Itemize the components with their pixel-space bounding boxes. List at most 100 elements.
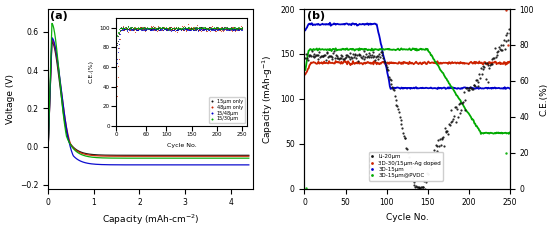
Point xyxy=(374,54,383,58)
Point xyxy=(430,148,439,152)
X-axis label: Cycle No.: Cycle No. xyxy=(386,213,428,222)
Point xyxy=(432,144,441,147)
Point xyxy=(302,56,311,59)
Point xyxy=(347,55,356,59)
Point xyxy=(497,43,506,47)
Point xyxy=(468,88,477,91)
Point xyxy=(489,56,497,60)
Point xyxy=(503,31,512,35)
Point xyxy=(484,80,493,84)
Point xyxy=(403,151,412,155)
Point xyxy=(358,55,367,58)
Point xyxy=(435,144,444,147)
Point xyxy=(346,51,355,55)
Point xyxy=(458,101,466,105)
Point xyxy=(343,53,352,57)
Point xyxy=(372,54,381,58)
Point xyxy=(398,131,407,134)
Point xyxy=(468,88,476,91)
Point xyxy=(397,122,406,126)
Y-axis label: C.E.(%): C.E.(%) xyxy=(540,82,548,116)
Point xyxy=(316,55,325,59)
Point xyxy=(335,57,343,61)
Point xyxy=(413,185,422,189)
Point xyxy=(391,98,400,102)
Point xyxy=(429,161,438,165)
Point xyxy=(402,146,411,150)
Point xyxy=(319,54,328,58)
Point xyxy=(424,172,433,176)
Point xyxy=(405,160,414,164)
Point xyxy=(417,186,425,189)
Point xyxy=(442,129,451,133)
Point xyxy=(428,158,437,162)
Point xyxy=(423,172,432,176)
Point xyxy=(313,58,322,61)
Point xyxy=(350,53,359,57)
Point xyxy=(488,62,497,65)
Point xyxy=(361,55,370,59)
Point xyxy=(504,27,513,31)
Point xyxy=(466,85,475,89)
Point xyxy=(320,53,329,57)
Point xyxy=(420,187,429,191)
Point xyxy=(446,108,455,112)
Point xyxy=(420,180,429,183)
Point xyxy=(415,186,424,190)
Point xyxy=(500,47,509,51)
Point xyxy=(301,56,310,60)
Point xyxy=(480,65,489,69)
Point xyxy=(409,180,418,184)
Point xyxy=(378,53,387,57)
Point xyxy=(427,166,435,170)
Point xyxy=(408,176,417,180)
Point xyxy=(304,54,313,58)
Point xyxy=(453,107,461,111)
Point xyxy=(307,49,316,53)
Point xyxy=(463,88,472,92)
Point xyxy=(419,185,428,189)
Point xyxy=(400,136,409,140)
Point xyxy=(491,55,500,59)
Point xyxy=(412,184,420,188)
Point xyxy=(379,59,388,63)
Point xyxy=(306,53,315,57)
Point xyxy=(459,101,468,104)
Point xyxy=(367,55,376,59)
Point xyxy=(479,65,488,68)
Point xyxy=(454,116,463,119)
Point xyxy=(434,138,443,141)
Point xyxy=(469,83,478,87)
Point xyxy=(416,186,425,190)
Point xyxy=(481,61,490,65)
Point xyxy=(338,57,347,61)
Point xyxy=(326,54,335,58)
Point xyxy=(422,180,430,184)
Point xyxy=(305,53,314,57)
Point xyxy=(413,186,422,189)
Point xyxy=(387,82,396,86)
Point xyxy=(398,126,407,129)
Point xyxy=(471,78,480,82)
Point xyxy=(389,89,398,92)
Point xyxy=(471,84,480,88)
Point xyxy=(335,56,344,60)
Point xyxy=(363,54,372,58)
Point xyxy=(343,55,352,58)
Point xyxy=(357,55,366,59)
Point xyxy=(326,54,335,58)
Point xyxy=(330,56,339,60)
Point xyxy=(404,155,413,159)
Point xyxy=(381,60,389,64)
Point xyxy=(336,56,345,60)
Point xyxy=(383,68,392,71)
Y-axis label: Capacity (mAh-g$^{-1}$): Capacity (mAh-g$^{-1}$) xyxy=(260,54,275,144)
Point xyxy=(501,39,510,42)
Point xyxy=(360,57,369,61)
Point xyxy=(407,165,416,168)
Point xyxy=(376,55,384,59)
Point xyxy=(444,123,453,126)
Point xyxy=(445,123,454,127)
Point xyxy=(373,58,382,61)
Point xyxy=(304,58,312,62)
